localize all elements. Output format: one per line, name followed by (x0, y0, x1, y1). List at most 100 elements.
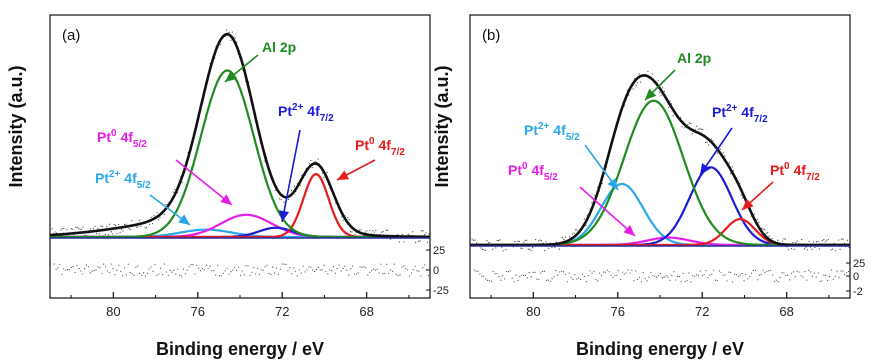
raw-data-point (756, 219, 758, 221)
x-tick-label: 80 (106, 304, 120, 319)
residual-point (555, 270, 557, 272)
residual-point (258, 273, 261, 276)
raw-data-point (793, 248, 795, 250)
residual-point (580, 278, 582, 281)
raw-data-point (659, 91, 661, 93)
residual-point (302, 265, 304, 267)
residual-point (122, 274, 124, 277)
residual-point (99, 267, 101, 269)
raw-data-point (823, 239, 825, 241)
residual-point (220, 275, 223, 277)
raw-data-point (529, 248, 531, 250)
residual-point (424, 264, 426, 266)
raw-data-point (554, 246, 556, 249)
residual-point (675, 279, 677, 281)
residual-point (813, 272, 815, 275)
residual-point (348, 274, 350, 276)
residual-point (304, 271, 306, 273)
raw-data-point (545, 241, 547, 243)
residual-point (188, 266, 190, 268)
residual-point (344, 265, 346, 267)
residual-point (180, 275, 183, 277)
residual-point (614, 275, 616, 277)
residual-point (754, 269, 757, 272)
residual-point (338, 264, 340, 266)
raw-data-point (517, 240, 519, 242)
raw-data-point (418, 240, 420, 243)
residual-point (578, 277, 580, 279)
raw-data-point (287, 199, 290, 201)
residual-point (211, 270, 213, 272)
raw-data-point (632, 88, 634, 90)
residual-point (627, 269, 629, 271)
residual-point (553, 276, 555, 278)
raw-data-point (236, 41, 238, 43)
residual-point (253, 266, 255, 269)
residual-point (538, 278, 540, 280)
residual-point (150, 266, 152, 268)
raw-data-point (398, 241, 400, 243)
raw-data-point (707, 144, 710, 146)
x-tick-label: 76 (611, 304, 625, 319)
raw-data-point (321, 172, 324, 174)
raw-data-point (539, 239, 541, 241)
residual-point (408, 275, 411, 277)
residual-point (74, 271, 76, 274)
raw-data-point (472, 239, 475, 241)
residual-point (251, 271, 253, 273)
residual-point (300, 272, 302, 274)
residual-point (479, 273, 481, 275)
raw-data-point (638, 73, 640, 75)
residual-point (327, 273, 329, 275)
residual-point (574, 274, 576, 276)
residual-point (773, 280, 776, 282)
raw-data-point (144, 227, 146, 229)
raw-data-point (758, 221, 760, 223)
raw-data-point (573, 232, 575, 234)
raw-data-point (827, 238, 829, 241)
raw-data-point (219, 43, 222, 45)
residual-point (116, 269, 118, 271)
raw-data-point (826, 239, 828, 241)
residual-point (718, 270, 720, 272)
raw-data-point (790, 248, 792, 250)
residual-point (118, 264, 120, 266)
residual-point (367, 274, 369, 276)
raw-data-point (521, 247, 523, 249)
residual-point (173, 269, 175, 271)
residual-point (355, 273, 357, 275)
residual-point (659, 273, 662, 275)
residual-point (530, 276, 532, 278)
residual-point (473, 269, 475, 271)
raw-data-point (481, 248, 484, 250)
raw-data-point (146, 226, 148, 229)
residual-point (477, 270, 479, 272)
residual-tick-label: -25 (433, 285, 449, 297)
raw-data-point (696, 125, 698, 127)
raw-data-point (311, 166, 313, 169)
residual-point (372, 268, 375, 270)
residual-point (481, 275, 483, 277)
residual-point (89, 272, 91, 274)
raw-data-point (731, 166, 733, 168)
residual-point (730, 271, 732, 274)
residual-point (319, 269, 321, 271)
raw-data-point (118, 223, 120, 226)
residual-point (217, 264, 219, 266)
residual-point (76, 265, 78, 267)
raw-data-point (639, 81, 642, 83)
residual-point (542, 270, 544, 273)
raw-data-point (372, 230, 374, 232)
raw-data-point (100, 225, 102, 227)
residual-point (283, 263, 285, 265)
residual-point (751, 272, 753, 274)
residual-point (561, 270, 563, 272)
residual-point (564, 273, 567, 275)
raw-data-point (672, 115, 674, 117)
residual-point (205, 264, 207, 266)
envelope-curve (470, 74, 850, 247)
raw-data-point (660, 94, 662, 96)
residual-point (306, 269, 308, 271)
residual-point (589, 270, 591, 272)
residual-point (760, 273, 762, 276)
